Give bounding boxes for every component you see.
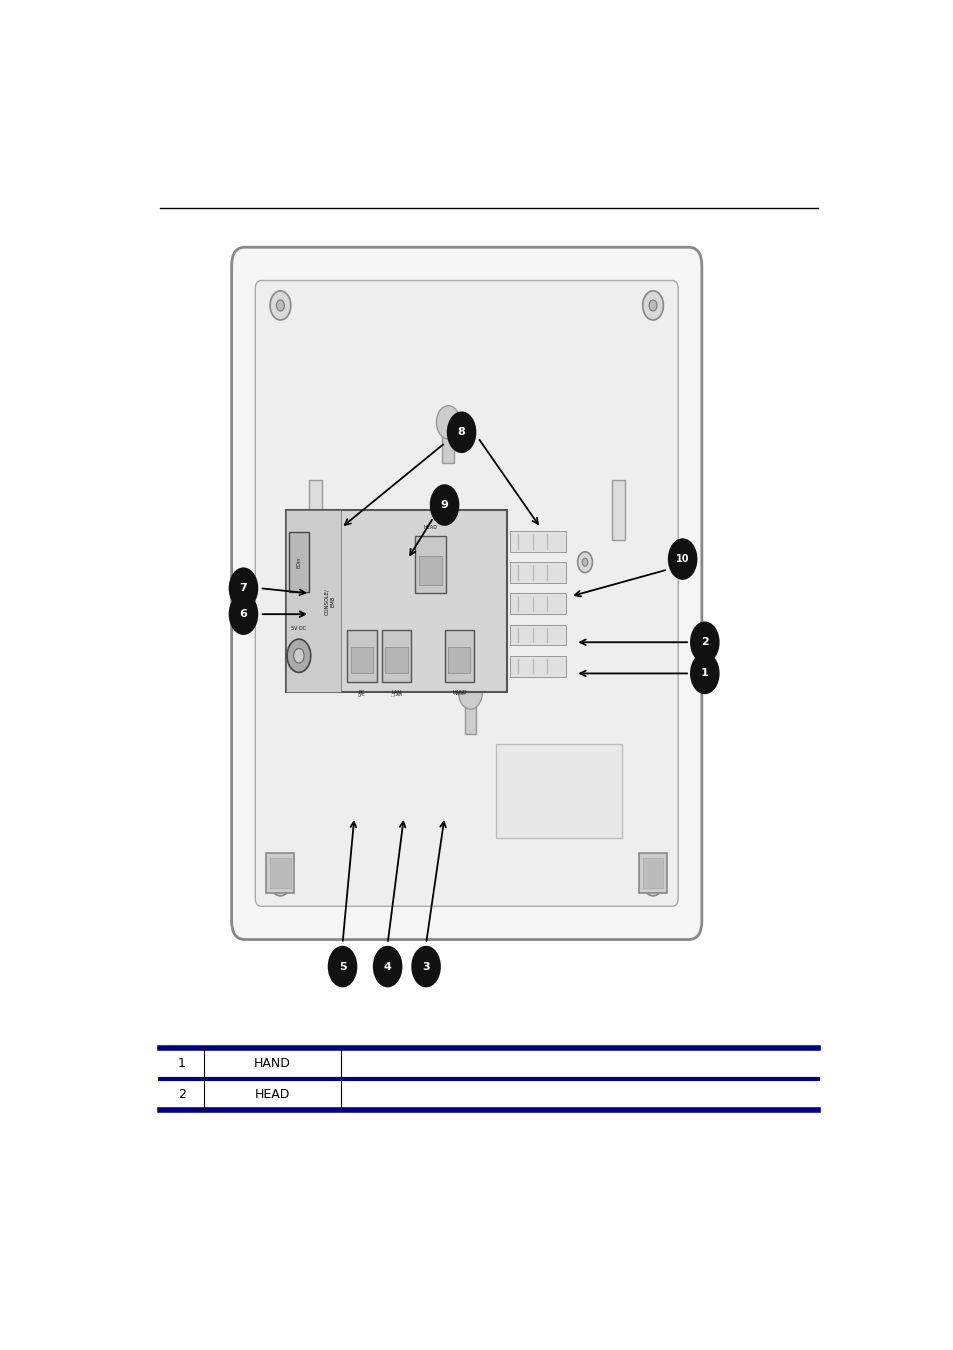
Bar (415, 536, 446, 594)
Text: EDin: EDin (296, 556, 301, 567)
Circle shape (287, 639, 311, 672)
Bar (448, 648, 470, 674)
Bar (642, 859, 662, 887)
Circle shape (436, 405, 459, 439)
Bar (285, 510, 341, 693)
Text: 1: 1 (700, 668, 708, 679)
Circle shape (667, 539, 697, 580)
Bar (444, 629, 474, 682)
Circle shape (429, 485, 459, 525)
Bar (496, 744, 621, 837)
Bar (639, 853, 666, 892)
Text: CONSOLE/
EM8: CONSOLE/ EM8 (324, 587, 335, 614)
Bar (510, 594, 565, 614)
Circle shape (642, 867, 662, 896)
Text: 2: 2 (700, 637, 708, 647)
Circle shape (276, 300, 284, 310)
Text: ⎗PC: ⎗PC (357, 693, 365, 697)
Circle shape (328, 946, 357, 987)
Text: HEAD: HEAD (254, 1088, 290, 1102)
Bar (510, 531, 565, 552)
Circle shape (276, 876, 284, 887)
Bar (285, 510, 507, 693)
Circle shape (648, 876, 657, 887)
Bar (288, 532, 309, 593)
Circle shape (577, 552, 592, 572)
Circle shape (229, 567, 258, 609)
Circle shape (648, 300, 657, 310)
Text: ⬚LAN: ⬚LAN (390, 693, 402, 697)
Bar (381, 629, 411, 682)
Text: LAN: LAN (391, 690, 401, 695)
Text: 4: 4 (383, 961, 391, 972)
Circle shape (581, 559, 587, 566)
Text: HAND: HAND (253, 1057, 291, 1069)
Text: 9: 9 (440, 500, 448, 510)
Bar (510, 656, 565, 676)
Circle shape (270, 867, 291, 896)
Bar (611, 481, 624, 540)
Circle shape (270, 290, 291, 320)
Text: HAND: HAND (453, 693, 465, 697)
Text: 10: 10 (675, 554, 689, 564)
Text: 5: 5 (338, 961, 346, 972)
Circle shape (229, 594, 258, 634)
Circle shape (689, 621, 719, 663)
Bar (418, 556, 442, 585)
Text: 5V DC: 5V DC (291, 626, 306, 630)
Bar (442, 423, 454, 463)
Text: 6: 6 (239, 609, 247, 620)
Circle shape (458, 676, 482, 709)
FancyBboxPatch shape (232, 247, 701, 940)
Bar (510, 562, 565, 583)
Circle shape (642, 290, 662, 320)
Text: 8: 8 (457, 427, 465, 437)
Bar (308, 481, 321, 540)
Bar (510, 625, 565, 645)
Circle shape (411, 946, 440, 987)
Bar (266, 853, 294, 892)
Text: 1: 1 (178, 1057, 186, 1069)
Bar (351, 648, 373, 674)
FancyBboxPatch shape (255, 281, 678, 906)
Text: HAND: HAND (452, 690, 466, 695)
Text: 3: 3 (422, 961, 430, 972)
Circle shape (689, 652, 719, 694)
Text: HEAD: HEAD (423, 525, 437, 531)
Text: 7: 7 (239, 583, 247, 593)
Circle shape (373, 946, 402, 987)
Bar (270, 859, 291, 887)
Bar (464, 693, 476, 734)
Text: 2: 2 (178, 1088, 186, 1102)
Bar (385, 648, 407, 674)
Circle shape (294, 648, 304, 663)
Text: PC: PC (358, 690, 364, 695)
Bar (347, 629, 376, 682)
Circle shape (446, 412, 476, 454)
